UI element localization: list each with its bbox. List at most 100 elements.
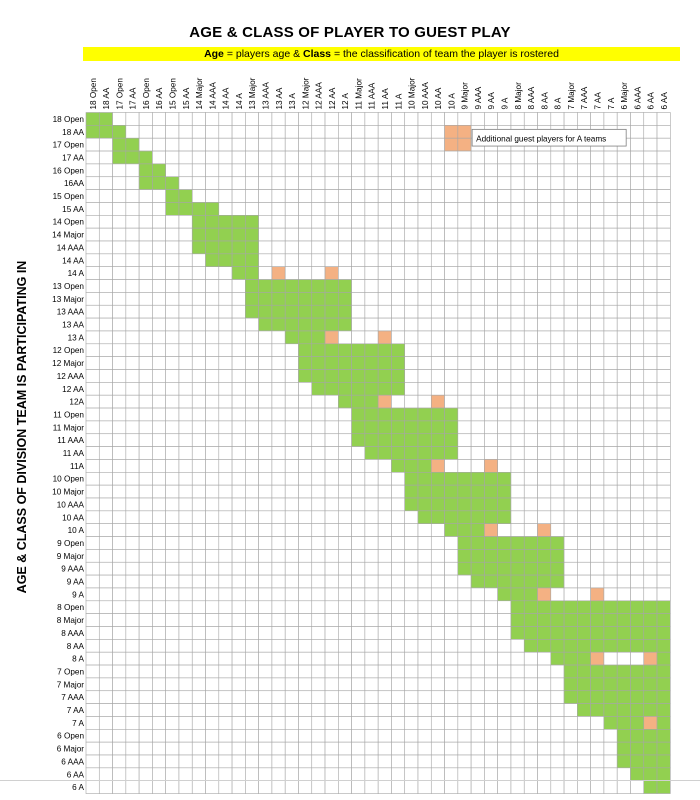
grid-cell <box>656 561 671 576</box>
grid-cell <box>324 407 339 422</box>
grid-cell <box>563 510 578 525</box>
grid-cell-allowed <box>231 227 246 242</box>
grid-cell <box>417 716 432 730</box>
grid-cell <box>457 112 472 126</box>
grid-cell <box>112 741 127 756</box>
grid-cell <box>590 471 605 486</box>
grid-cell <box>85 626 100 640</box>
grid-cell <box>218 356 233 370</box>
row-label: 8 AA <box>67 642 85 651</box>
grid-cell <box>138 716 153 730</box>
grid-cell <box>577 369 591 383</box>
grid-cell <box>377 728 392 743</box>
grid-cell <box>630 343 645 357</box>
subtitle-band: Age = players age & Class = the classifi… <box>83 47 680 61</box>
grid-cell-allowed <box>271 279 286 293</box>
grid-cell <box>470 690 485 704</box>
grid-cell-allowed <box>112 137 127 152</box>
grid-cell <box>364 137 379 152</box>
grid-cell <box>457 266 472 280</box>
row-label: 8 Major <box>57 616 85 625</box>
grid-cell <box>656 407 671 422</box>
grid-cell <box>643 240 658 255</box>
grid-cell <box>484 112 498 126</box>
grid-cell <box>245 536 259 550</box>
grid-cell-additional <box>643 651 658 666</box>
grid-cell-additional <box>324 330 339 345</box>
column-label: 14 AA <box>222 87 231 109</box>
grid-cell-allowed <box>165 176 180 190</box>
grid-cell <box>231 394 246 409</box>
grid-cell <box>338 561 352 576</box>
grid-cell <box>656 356 671 370</box>
grid-cell <box>205 703 220 717</box>
grid-cell <box>258 639 273 653</box>
grid-cell <box>377 292 392 306</box>
grid-cell <box>271 227 286 242</box>
grid-cell-allowed <box>245 266 259 280</box>
grid-cell <box>590 279 605 293</box>
grid-cell <box>311 189 326 203</box>
grid-cell <box>643 227 658 242</box>
grid-cell <box>444 574 459 589</box>
grid-cell <box>484 767 498 781</box>
grid-cell <box>537 471 552 486</box>
grid-cell <box>497 343 512 357</box>
grid-cell <box>391 639 406 653</box>
grid-cell <box>258 549 273 563</box>
grid-cell <box>98 728 113 743</box>
grid-cell <box>391 626 406 640</box>
grid-cell <box>338 112 352 126</box>
grid-cell <box>377 266 392 280</box>
grid-cell <box>430 240 445 255</box>
grid-cell <box>444 163 459 178</box>
grid-cell <box>271 600 286 614</box>
grid-cell <box>377 510 392 525</box>
grid-cell <box>178 664 193 679</box>
grid-cell <box>391 549 406 563</box>
grid-cell <box>484 356 498 370</box>
grid-cell <box>444 626 459 640</box>
grid-cell <box>470 382 485 396</box>
grid-cell <box>324 716 339 730</box>
grid-cell <box>231 754 246 769</box>
grid-cell-allowed <box>603 703 618 717</box>
grid-cell-allowed <box>590 613 605 627</box>
grid-cell <box>497 767 512 781</box>
grid-cell <box>616 536 631 550</box>
grid-cell-allowed <box>656 754 671 769</box>
grid-cell <box>338 125 352 139</box>
grid-cell <box>311 587 326 602</box>
grid-cell <box>590 330 605 345</box>
grid-cell-allowed <box>523 536 538 550</box>
grid-cell <box>404 754 419 769</box>
column-label: 11 AAA <box>368 82 377 109</box>
grid-cell <box>271 690 286 704</box>
grid-cell <box>178 304 193 319</box>
column-label: 7 AAA <box>580 86 589 109</box>
grid-cell <box>444 253 459 268</box>
grid-cell <box>112 587 127 602</box>
grid-cell <box>112 716 127 730</box>
grid-cell-allowed <box>537 600 552 614</box>
grid-cell <box>191 664 206 679</box>
grid-cell <box>138 677 153 692</box>
grid-cell <box>125 304 140 319</box>
grid-cell <box>404 125 419 139</box>
grid-cell <box>364 613 379 627</box>
grid-cell <box>444 304 459 319</box>
grid-cell-allowed <box>284 279 299 293</box>
grid-cell <box>377 664 392 679</box>
grid-cell <box>258 356 273 370</box>
grid-cell <box>550 767 565 781</box>
grid-cell <box>497 613 512 627</box>
grid-cell <box>444 266 459 280</box>
grid-cell <box>324 240 339 255</box>
grid-cell <box>231 369 246 383</box>
grid-cell <box>178 215 193 229</box>
grid-cell <box>364 253 379 268</box>
grid-cell <box>603 433 618 447</box>
grid-cell <box>178 484 193 499</box>
grid-cell <box>656 215 671 229</box>
grid-cell <box>191 574 206 589</box>
